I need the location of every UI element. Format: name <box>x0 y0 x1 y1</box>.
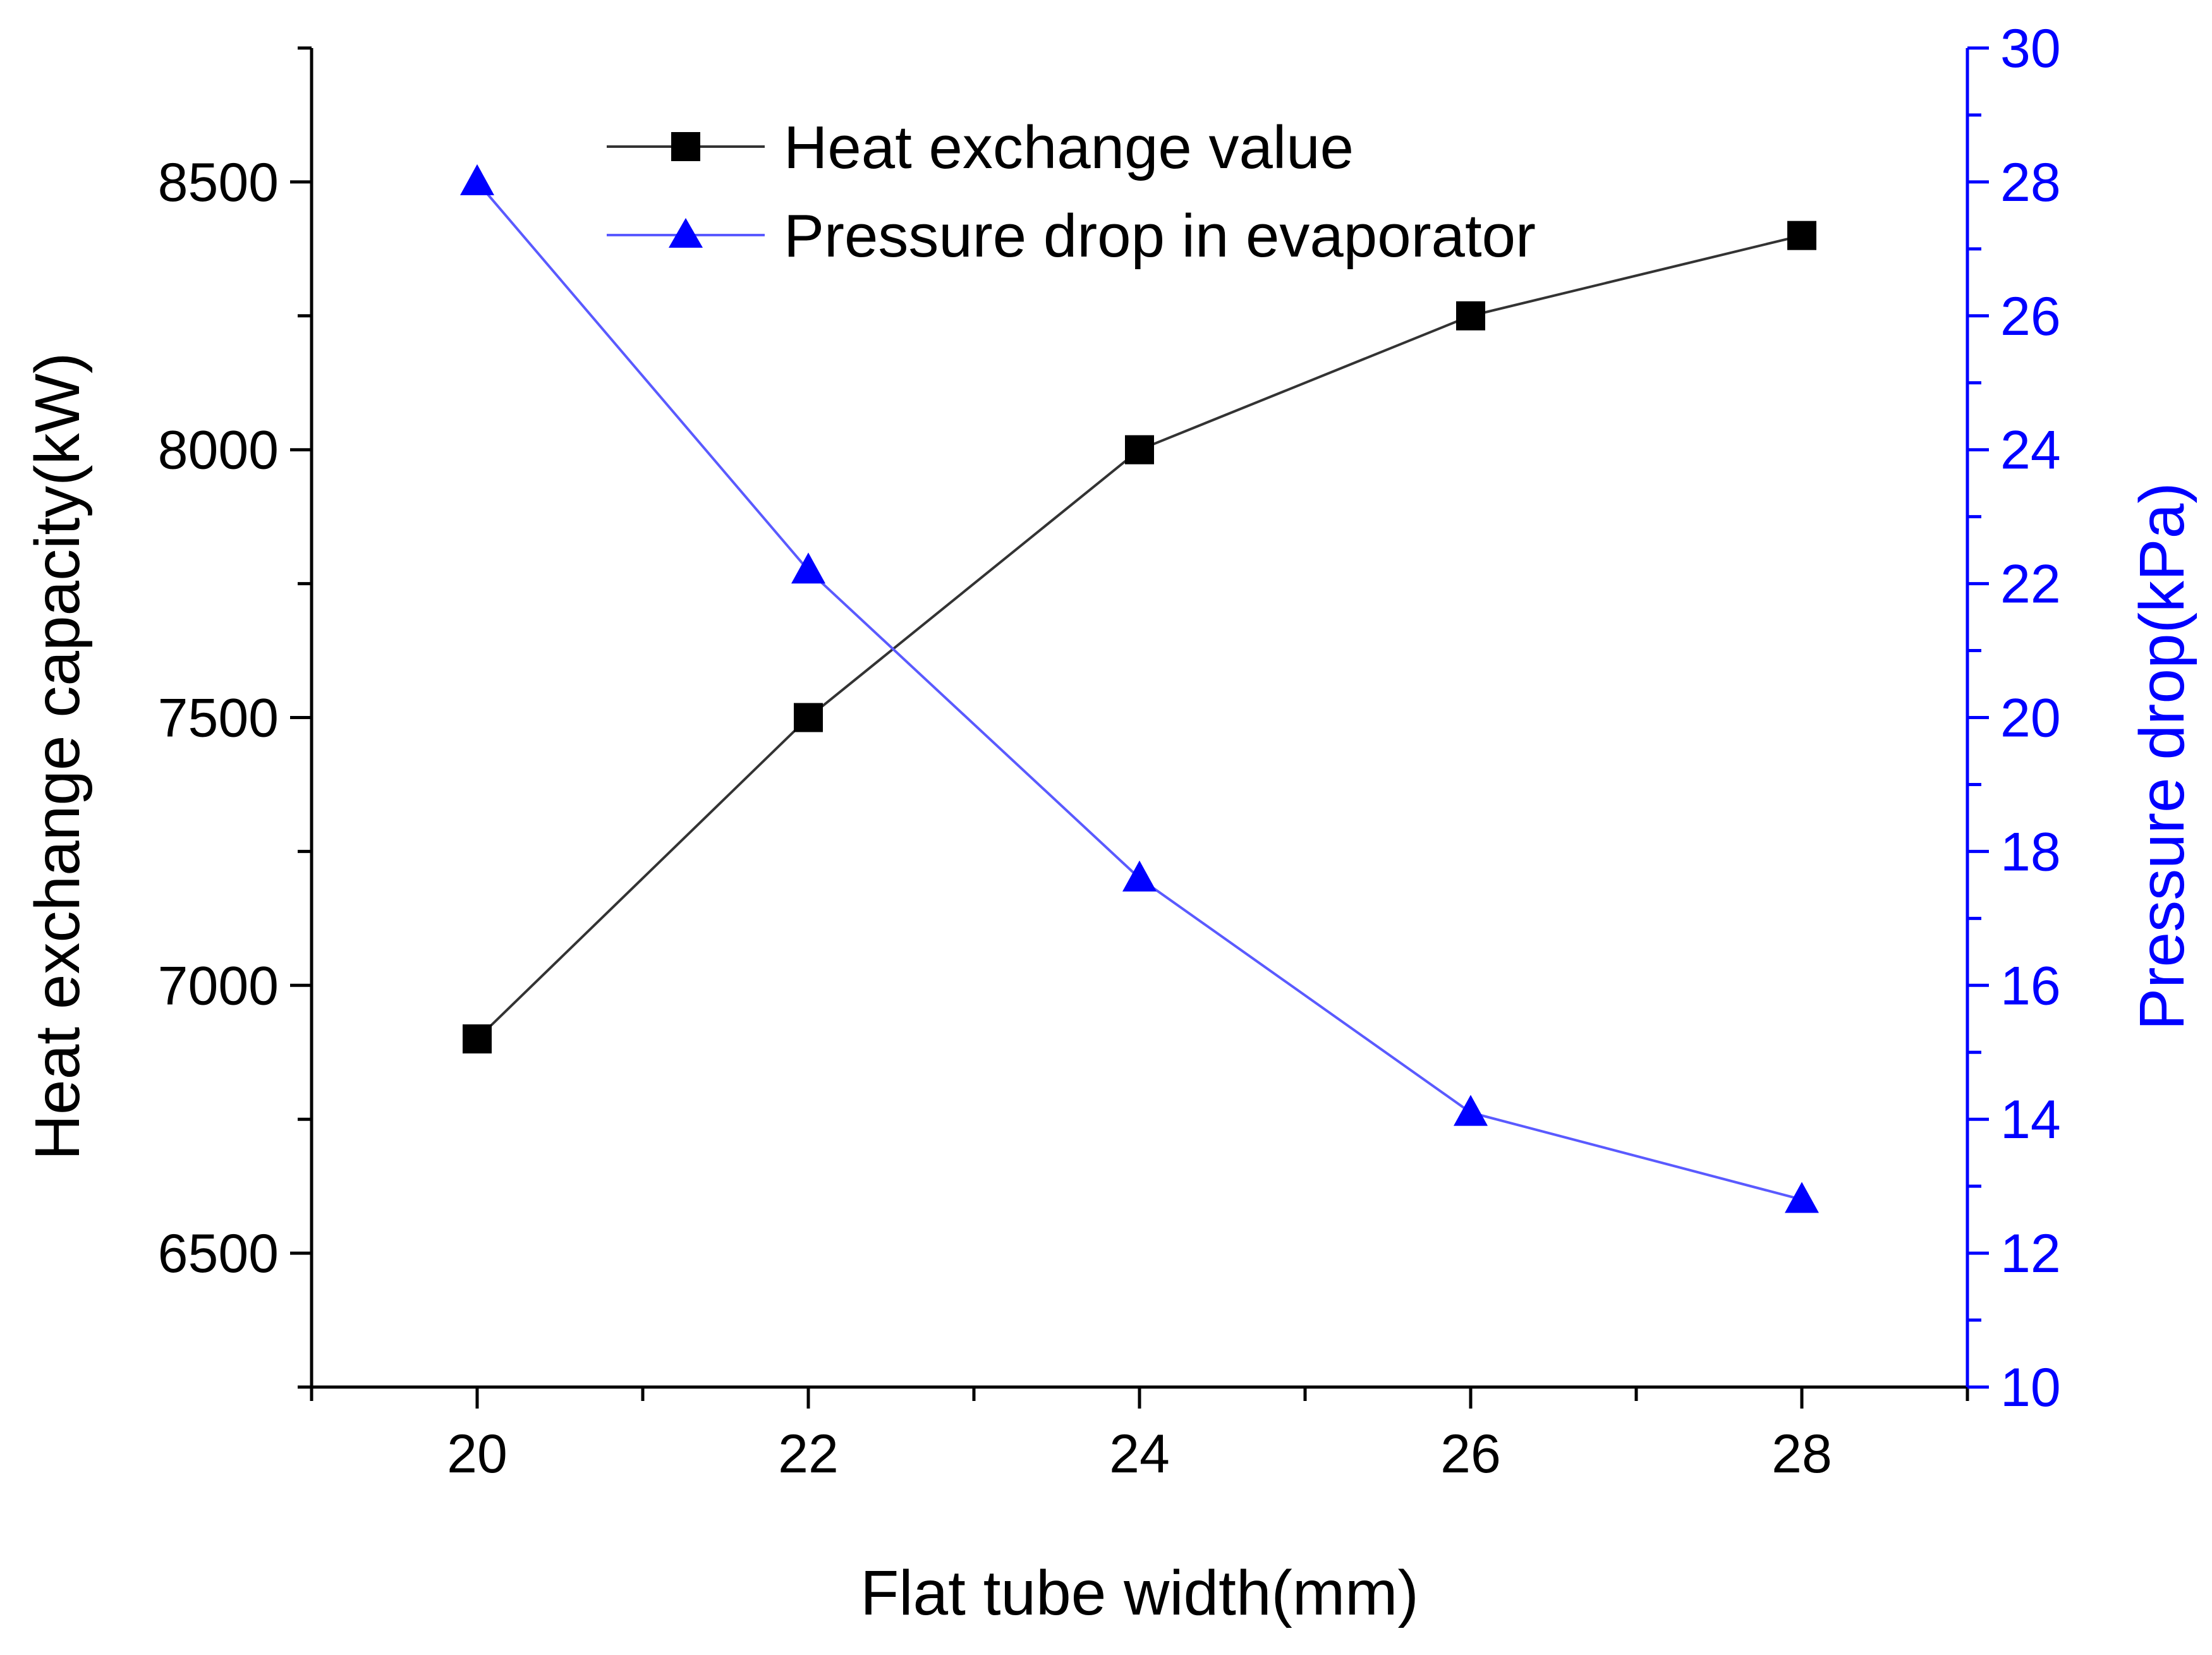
axes: 20 22 24 26 28 6500 7000 7500 8000 8500 10 12 14 16 18… <box>158 18 2061 1484</box>
y2-tick-label: 24 <box>2000 420 2061 481</box>
data-point-pressure <box>1122 860 1157 892</box>
y2-tick-label: 26 <box>2000 286 2061 347</box>
y2-tick-label: 20 <box>2000 688 2061 749</box>
data-point-heat <box>1456 301 1485 330</box>
data-point-pressure <box>1785 1182 1819 1213</box>
x-tick-label: 26 <box>1440 1424 1501 1484</box>
y-tick-label: 7500 <box>158 688 279 749</box>
y2-tick-label: 14 <box>2000 1089 2061 1150</box>
legend-marker-pressure <box>669 218 703 248</box>
legend-label-heat: Heat exchange value <box>784 114 1354 181</box>
y2-tick-label: 12 <box>2000 1223 2061 1284</box>
y2-tick-label: 22 <box>2000 554 2061 615</box>
y-tick-label: 7000 <box>158 955 279 1016</box>
data-point-heat <box>1125 435 1154 464</box>
y2-axis-title: Pressure drop(kPa) <box>2127 483 2197 1031</box>
data-point-heat <box>463 1024 492 1054</box>
data-point-heat <box>1787 221 1816 250</box>
x-tick-label: 24 <box>1109 1424 1170 1484</box>
y2-tick-label: 28 <box>2000 152 2061 213</box>
x-tick-label: 20 <box>447 1424 507 1484</box>
series-layer <box>460 164 1819 1213</box>
data-point-heat <box>794 703 823 732</box>
y-tick-label: 8000 <box>158 420 279 481</box>
y2-tick-label: 30 <box>2000 18 2061 79</box>
x-tick-label: 28 <box>1771 1424 1832 1484</box>
legend: Heat exchange value Pressure drop in eva… <box>607 114 1536 270</box>
y-tick-label: 8500 <box>158 152 279 213</box>
series-line-pressure <box>476 181 1802 1201</box>
x-axis-title: Flat tube width(mm) <box>860 1558 1419 1628</box>
y-tick-label: 6500 <box>158 1223 279 1284</box>
series-line-heat <box>476 234 1802 1040</box>
y2-tick-label: 10 <box>2000 1357 2061 1418</box>
data-point-pressure <box>791 552 825 584</box>
data-point-pressure <box>460 164 494 195</box>
x-tick-label: 22 <box>778 1424 839 1484</box>
y-axis-title: Heat exchange capacity(kW) <box>22 353 93 1160</box>
y2-tick-label: 18 <box>2000 821 2061 882</box>
legend-marker-heat <box>671 132 700 161</box>
data-point-pressure <box>1454 1094 1488 1126</box>
legend-label-pressure: Pressure drop in evaporator <box>784 202 1536 270</box>
y2-tick-label: 16 <box>2000 955 2061 1016</box>
